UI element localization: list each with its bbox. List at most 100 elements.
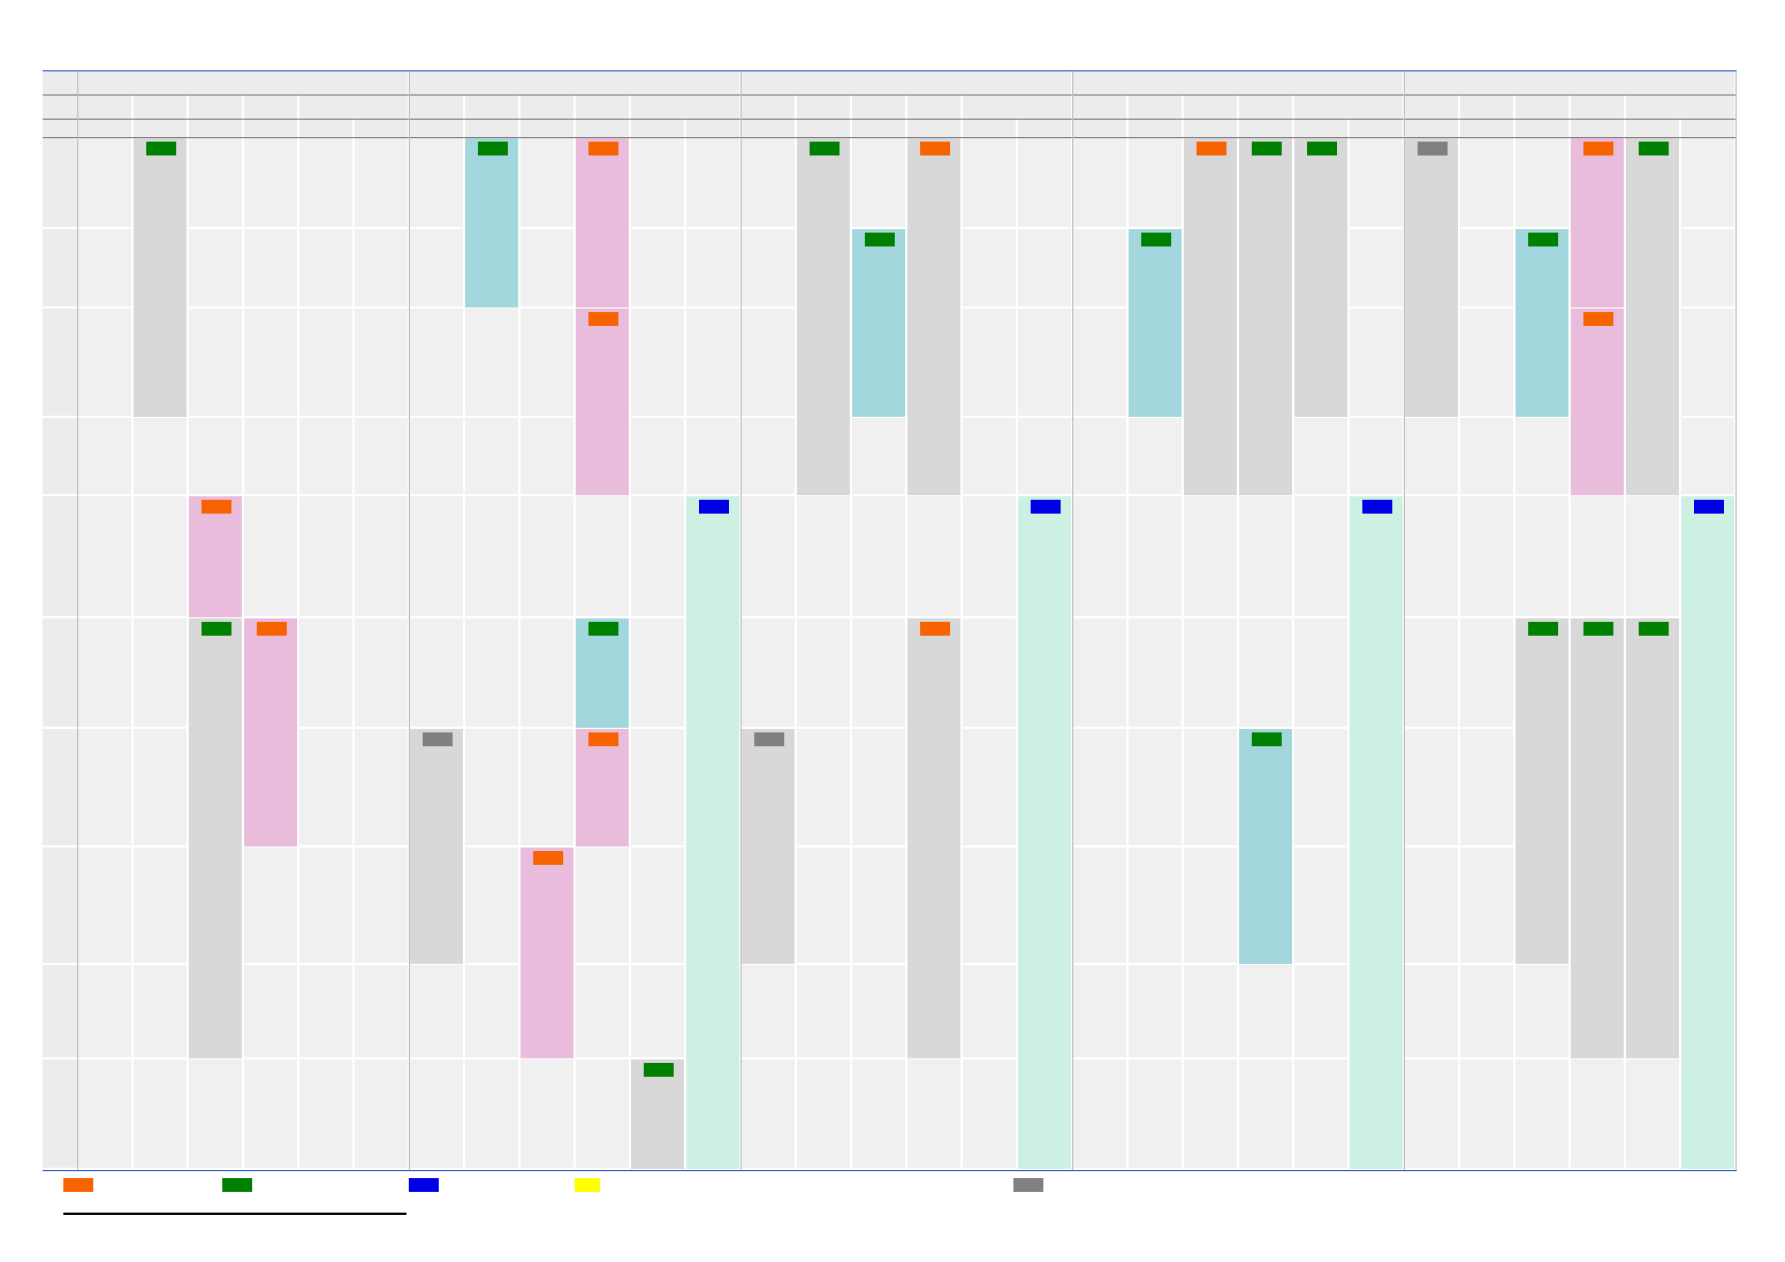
category-tag	[699, 499, 729, 514]
schedule-block[interactable]	[1626, 618, 1682, 1060]
category-tag	[588, 312, 619, 326]
grid-cell	[1515, 1059, 1571, 1171]
schedule-block[interactable]	[1570, 138, 1627, 309]
grid-cell	[796, 847, 853, 966]
grid-cell	[686, 308, 742, 419]
grid-cell	[1404, 418, 1461, 497]
schedule-block[interactable]	[465, 138, 521, 309]
schedule-block[interactable]	[1018, 496, 1074, 1171]
category-tag	[920, 621, 951, 636]
schedule-block[interactable]	[907, 618, 963, 1060]
grid-cell	[1294, 618, 1350, 729]
grid-cell	[1183, 728, 1240, 848]
grid-cell	[78, 618, 134, 729]
category-tag	[864, 232, 895, 247]
grid-cell	[78, 728, 134, 848]
grid-cell	[631, 418, 687, 497]
grid-cell	[796, 1059, 853, 1171]
schedule-block[interactable]	[409, 728, 466, 966]
schedule-block[interactable]	[575, 138, 632, 309]
schedule-block[interactable]	[631, 1059, 687, 1171]
schedule-block[interactable]	[520, 847, 576, 1060]
schedule-block[interactable]	[686, 496, 742, 1171]
column-header	[465, 118, 521, 139]
grid-cell	[354, 728, 410, 848]
grid-cell	[409, 618, 466, 729]
schedule-block[interactable]	[188, 618, 245, 1060]
grid-cell	[354, 229, 410, 309]
column-header	[1294, 118, 1350, 139]
schedule-block[interactable]	[244, 618, 300, 848]
category-tag	[146, 141, 177, 156]
schedule-block[interactable]	[1515, 229, 1571, 419]
schedule-block[interactable]	[907, 138, 963, 497]
subgroup-header	[1239, 94, 1295, 119]
grid-cell	[1073, 308, 1129, 419]
subgroup-header	[741, 94, 797, 119]
time-label-cell	[42, 418, 79, 497]
time-label-cell	[42, 496, 79, 619]
grid-cell	[244, 965, 300, 1060]
schedule-block[interactable]	[1681, 496, 1737, 1171]
category-tag	[201, 621, 232, 636]
schedule-block[interactable]	[1294, 138, 1350, 419]
grid-cell	[244, 308, 300, 419]
grid-cell	[631, 308, 687, 419]
grid-cell	[1460, 138, 1516, 230]
column-header	[1570, 118, 1627, 139]
schedule-block[interactable]	[188, 496, 245, 619]
grid-cell	[188, 229, 245, 309]
time-label-cell	[42, 728, 79, 848]
schedule-block[interactable]	[1570, 308, 1627, 497]
category-tag	[809, 141, 840, 156]
grid-cell	[852, 1059, 908, 1171]
grid-cell	[741, 308, 797, 419]
time-label-cell	[42, 308, 79, 419]
column-header	[1239, 118, 1295, 139]
schedule-block[interactable]	[1404, 138, 1461, 419]
grid-cell	[78, 418, 134, 497]
schedule-block[interactable]	[1128, 229, 1184, 419]
column-header	[575, 118, 632, 139]
grid-cell	[1073, 1059, 1129, 1171]
subgroup-header	[520, 94, 576, 119]
grid-cell	[1404, 496, 1461, 619]
schedule-block[interactable]	[1626, 138, 1682, 497]
schedule-block[interactable]	[575, 618, 632, 729]
grid-cell	[409, 965, 466, 1060]
grid-cell	[1183, 496, 1240, 619]
column-header	[1681, 118, 1737, 139]
schedule-block[interactable]	[796, 138, 853, 497]
time-label-cell	[42, 847, 79, 966]
grid-cell	[78, 138, 134, 230]
column-header	[1404, 118, 1461, 139]
schedule-block[interactable]	[852, 229, 908, 419]
grid-cell	[299, 1059, 355, 1171]
schedule-block[interactable]	[133, 138, 189, 419]
schedule-block[interactable]	[1570, 618, 1627, 1060]
grid-cell	[1681, 138, 1737, 230]
column-header	[354, 118, 410, 139]
category-tag	[588, 621, 619, 636]
grid-cell	[1294, 728, 1350, 848]
schedule-block[interactable]	[1239, 728, 1295, 966]
schedule-block[interactable]	[575, 308, 632, 497]
schedule-block[interactable]	[1239, 138, 1295, 497]
time-label-cell	[42, 1059, 79, 1171]
schedule-block[interactable]	[1349, 496, 1405, 1171]
schedule-block[interactable]	[575, 728, 632, 848]
day-divider	[408, 71, 410, 1171]
subgroup-header	[1570, 94, 1627, 119]
subgroup-header	[1626, 94, 1737, 119]
day-divider	[740, 71, 742, 1171]
grid-cell	[1515, 496, 1571, 619]
category-tag	[588, 732, 619, 747]
grid-cell	[962, 418, 1019, 497]
grid-cell	[1404, 728, 1461, 848]
category-tag	[422, 732, 453, 747]
schedule-block[interactable]	[1183, 138, 1240, 497]
schedule-block[interactable]	[1515, 618, 1571, 966]
grid-cell	[1239, 496, 1295, 619]
schedule-block[interactable]	[741, 728, 797, 966]
day-divider	[1735, 71, 1737, 1171]
